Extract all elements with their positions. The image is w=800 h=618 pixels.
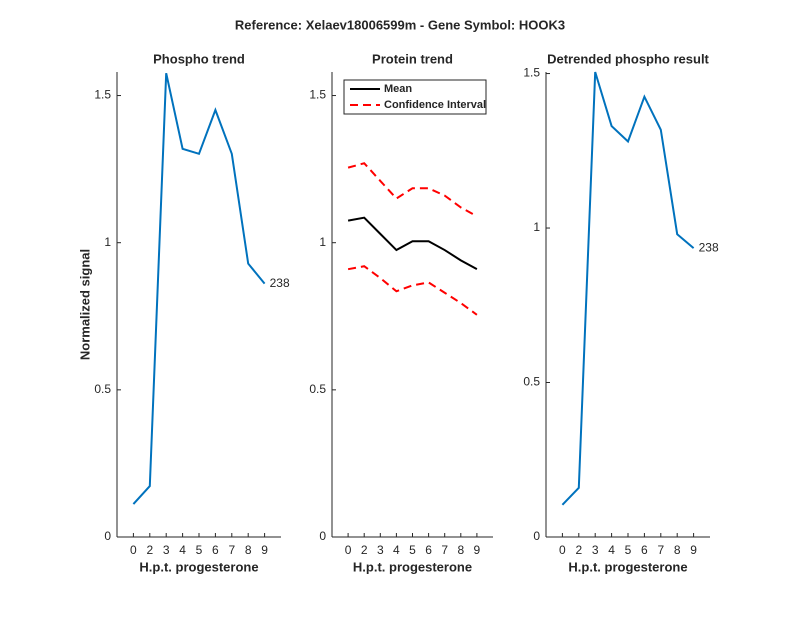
x-tick-label: 7 — [228, 543, 235, 557]
x-axis-label: H.p.t. progesterone — [139, 559, 258, 574]
ci-lower — [347, 265, 478, 316]
x-tick-label: 5 — [196, 543, 203, 557]
x-tick-label: 2 — [361, 543, 368, 557]
y-tick-label: 0.5 — [94, 382, 111, 396]
y-tick-label: 1 — [104, 235, 111, 249]
line — [132, 72, 266, 505]
x-tick-label: 3 — [592, 543, 599, 557]
annotation: 238 — [270, 276, 290, 290]
annotation: 238 — [699, 240, 719, 254]
x-tick-label: 2 — [575, 543, 582, 557]
subplot-title: Phospho trend — [153, 51, 245, 66]
x-tick-label: 3 — [377, 543, 384, 557]
x-tick-label: 9 — [261, 543, 268, 557]
subplot-title: Detrended phospho result — [547, 51, 709, 66]
y-tick-label: 1 — [319, 235, 326, 249]
x-tick-label: 2 — [146, 543, 153, 557]
x-tick-label: 8 — [674, 543, 681, 557]
x-tick-label: 3 — [163, 543, 170, 557]
y-tick-label: 0.5 — [309, 382, 326, 396]
x-tick-label: 9 — [690, 543, 697, 557]
y-tick-label: 0 — [319, 529, 326, 543]
line — [347, 216, 478, 271]
subplot-title: Protein trend — [372, 51, 453, 66]
y-tick-label: 0 — [533, 529, 540, 543]
x-tick-label: 7 — [441, 543, 448, 557]
y-tick-label: 0 — [104, 529, 111, 543]
x-axis-label: H.p.t. progesterone — [353, 559, 472, 574]
x-tick-label: 8 — [457, 543, 464, 557]
x-tick-label: 6 — [425, 543, 432, 557]
x-tick-label: 9 — [474, 543, 481, 557]
x-tick-label: 0 — [559, 543, 566, 557]
x-tick-label: 0 — [345, 543, 352, 557]
line — [561, 71, 695, 506]
x-tick-label: 0 — [130, 543, 137, 557]
x-tick-label: 8 — [245, 543, 252, 557]
x-tick-label: 4 — [608, 543, 615, 557]
x-axis-label: H.p.t. progesterone — [568, 559, 687, 574]
x-tick-label: 7 — [657, 543, 664, 557]
y-tick-label: 1.5 — [309, 88, 326, 102]
x-tick-label: 4 — [393, 543, 400, 557]
x-tick-label: 6 — [212, 543, 219, 557]
y-tick-label: 0.5 — [523, 375, 540, 389]
y-tick-label: 1.5 — [523, 66, 540, 80]
y-tick-label: 1.5 — [94, 88, 111, 102]
x-tick-label: 5 — [409, 543, 416, 557]
x-tick-label: 4 — [179, 543, 186, 557]
ci-upper — [347, 162, 478, 218]
legend-box — [343, 79, 487, 115]
x-tick-label: 5 — [625, 543, 632, 557]
figure-title: Reference: Xelaev18006599m - Gene Symbol… — [235, 17, 565, 32]
legend-label: Mean — [384, 83, 412, 95]
legend-label: Confidence Interval — [384, 99, 486, 111]
y-tick-label: 1 — [533, 220, 540, 234]
y-axis-label: Normalized signal — [77, 249, 92, 360]
x-tick-label: 6 — [641, 543, 648, 557]
